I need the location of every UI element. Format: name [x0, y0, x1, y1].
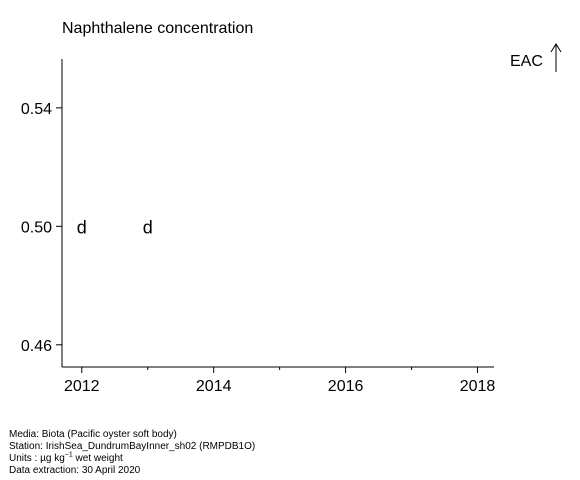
footer-extraction: Data extraction: 30 April 2020: [9, 465, 141, 476]
chart-title: Naphthalene concentration: [62, 20, 253, 37]
footer-media: Media: Biota (Pacific oyster soft body): [9, 429, 177, 440]
x-tick-label: 2018: [460, 378, 496, 395]
footer-units-suffix: wet weight: [72, 453, 123, 464]
footer-units: Units : µg kg−1 wet weight: [9, 451, 255, 465]
eac-arrow-head-icon: [550, 43, 562, 53]
eac-label: EAC: [510, 53, 543, 70]
x-tick-label: 2012: [64, 378, 100, 395]
y-tick-label: 0.54: [21, 101, 52, 118]
footer-station: Station: IrishSea_DundrumBayInner_sh02 (…: [9, 441, 256, 452]
y-tick-label: 0.46: [21, 338, 52, 355]
x-axis-ticks: 2012 2014 2016 2018: [64, 367, 495, 395]
x-tick-label: 2014: [196, 378, 232, 395]
data-point: d: [143, 217, 153, 237]
eac-indicator: EAC: [510, 43, 562, 72]
footer-units-prefix: Units : µg kg: [9, 453, 65, 464]
footer-units-superscript: −1: [64, 451, 73, 459]
chart-footer: Media: Biota (Pacific oyster soft body) …: [9, 429, 255, 477]
y-axis-ticks: 0.46 0.50 0.54: [21, 101, 62, 355]
x-tick-label: 2016: [328, 378, 364, 395]
data-point: d: [77, 217, 87, 237]
y-tick-label: 0.50: [21, 219, 52, 236]
